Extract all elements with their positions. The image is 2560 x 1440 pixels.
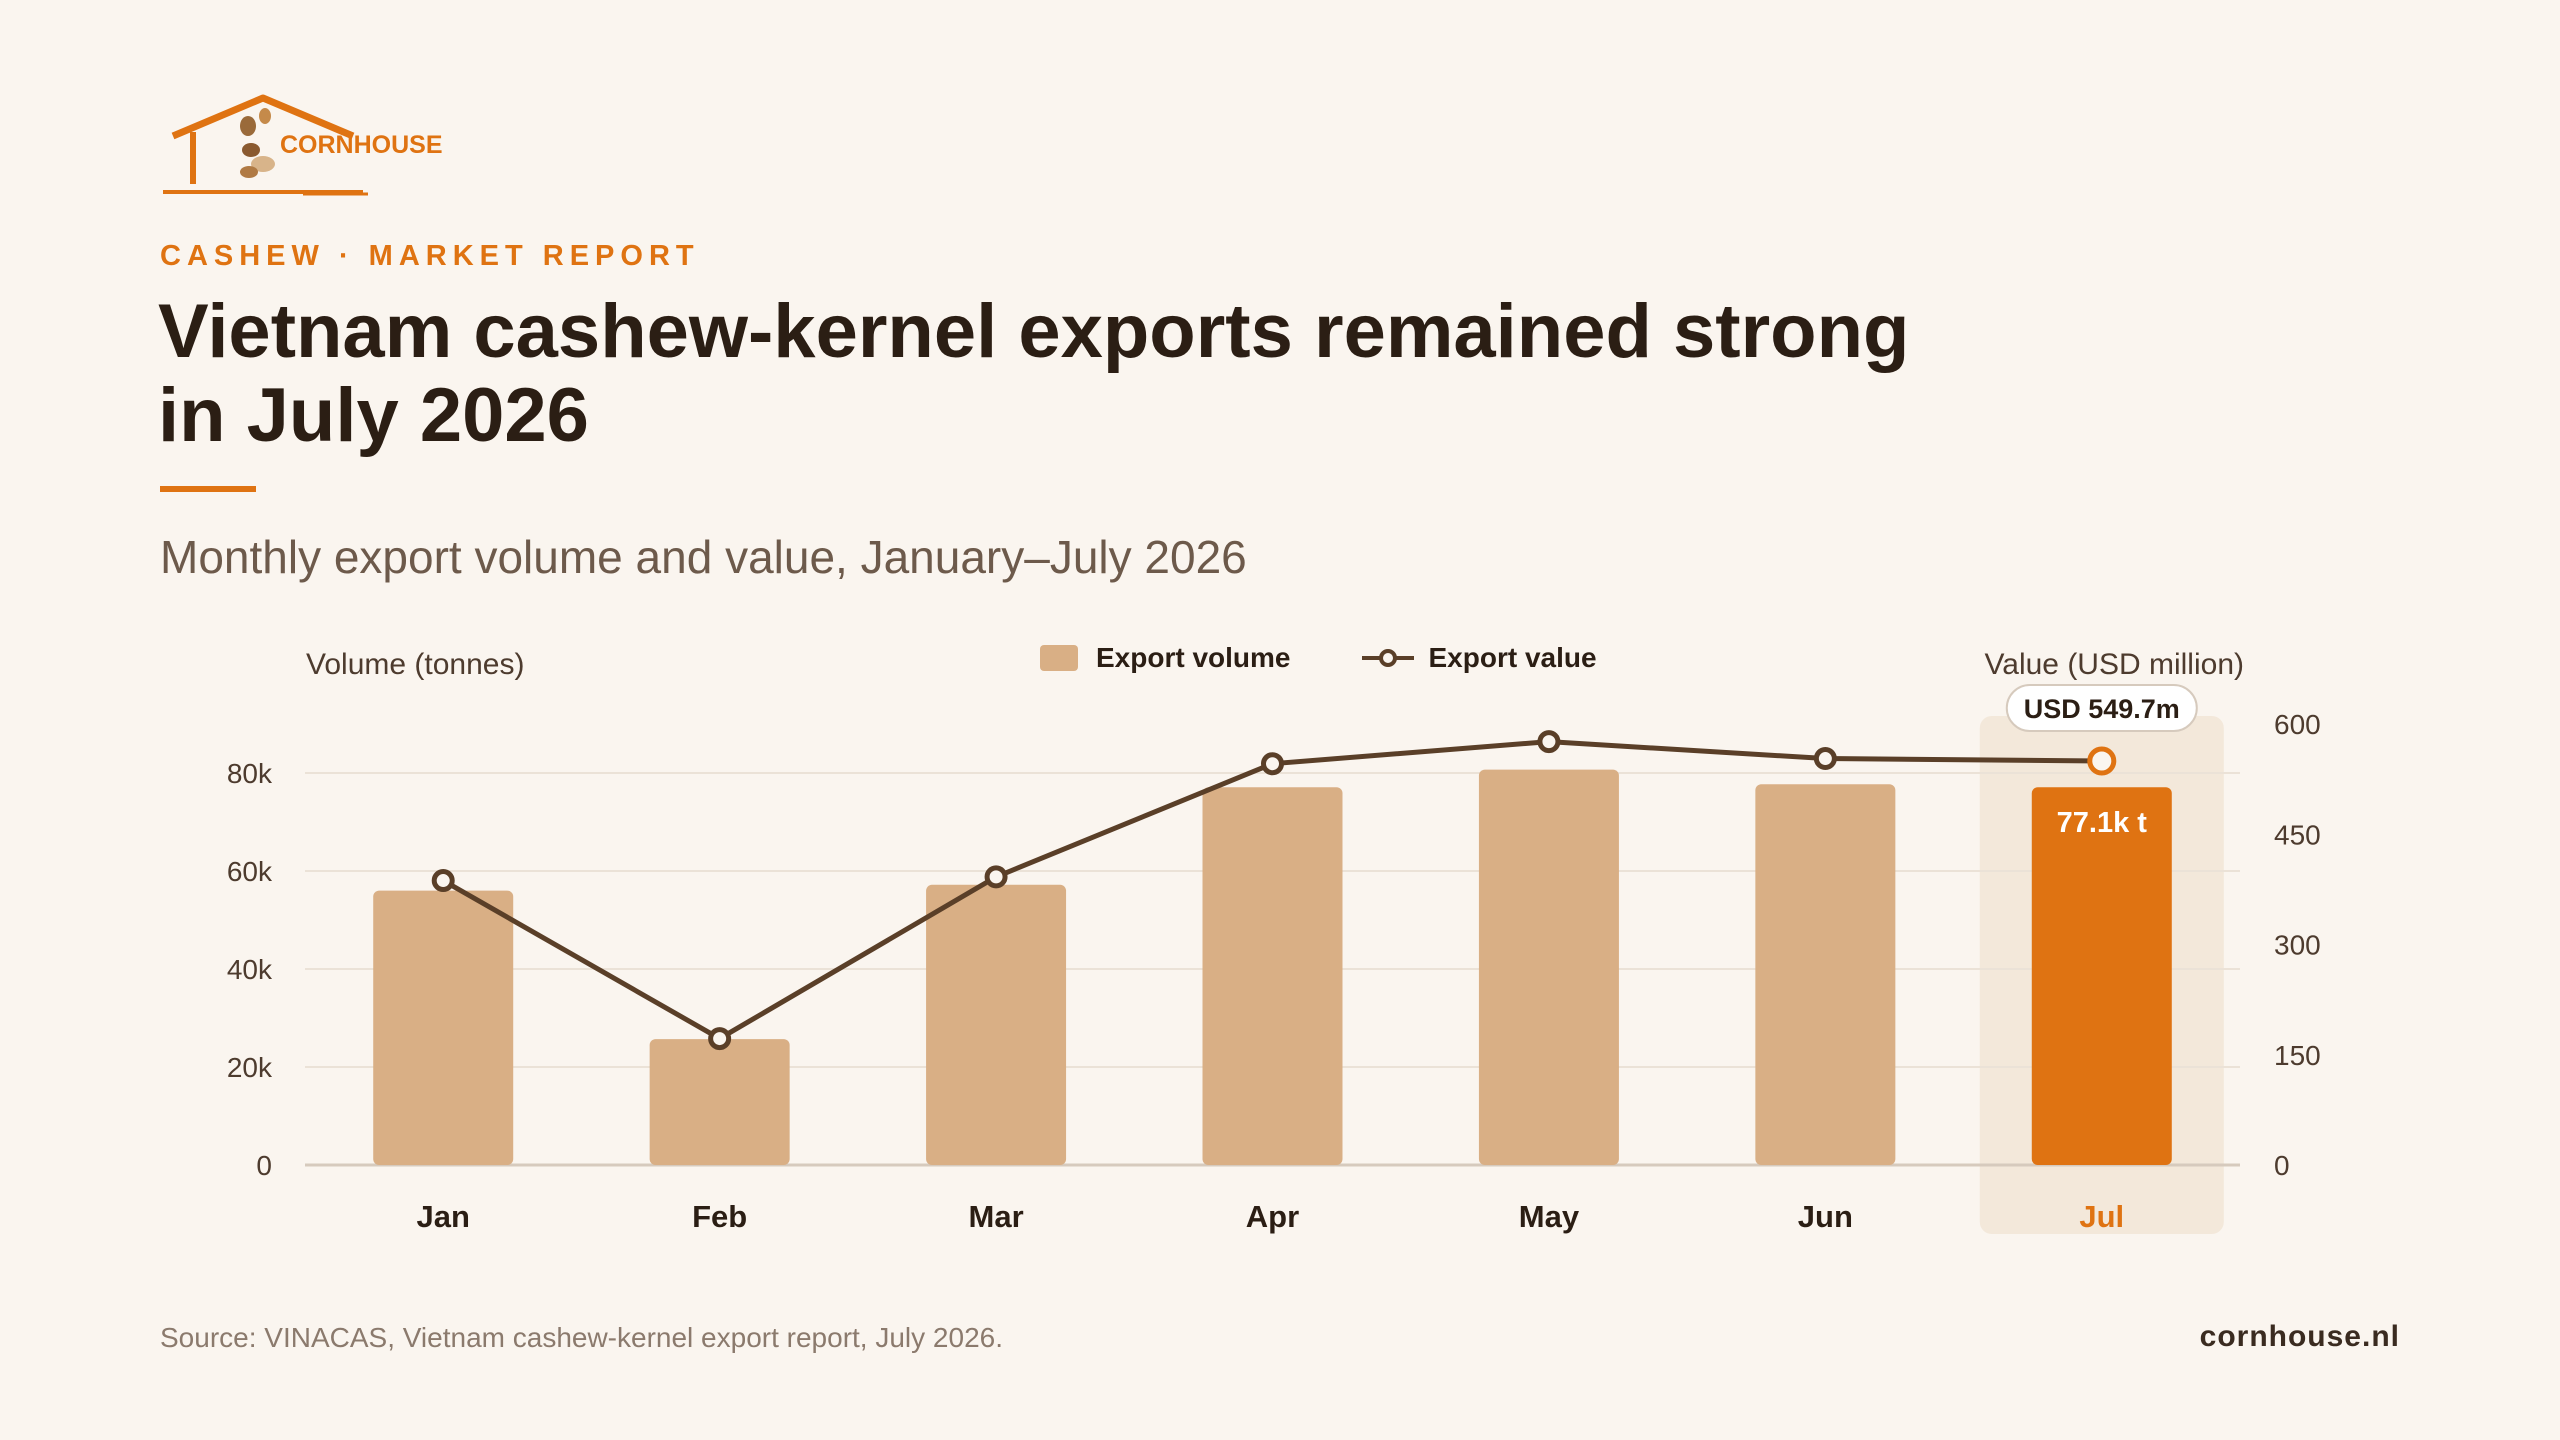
legend-bar-swatch [1040, 645, 1078, 671]
value-point-jul [2087, 746, 2117, 776]
bar-jun [1755, 784, 1896, 1165]
right-tick-label: 450 [2274, 819, 2321, 850]
value-point-jun [1813, 747, 1837, 771]
left-tick-label: 40k [227, 954, 273, 985]
category-label: Jun [1798, 1199, 1853, 1234]
logo-wordmark: CORNHOUSE [280, 131, 443, 159]
right-axis-title: Value (USD million) [1984, 648, 2244, 681]
value-callout-label: USD 549.7m [2024, 694, 2180, 724]
right-tick-label: 150 [2274, 1040, 2321, 1071]
value-point-jan [431, 869, 455, 893]
right-tick-label: 300 [2274, 930, 2321, 961]
value-point-mar [984, 865, 1008, 889]
source-note: Source: VINACAS, Vietnam cashew-kernel e… [160, 1322, 1003, 1353]
website-link[interactable]: cornhouse.nl [2199, 1320, 2400, 1353]
category-label: Apr [1246, 1199, 1299, 1234]
bar-feb [649, 1039, 790, 1165]
legend-label-volume: Export volume [1096, 642, 1291, 673]
bar-may [1478, 769, 1619, 1165]
left-tick-label: 0 [256, 1150, 272, 1181]
category-label: Feb [692, 1199, 747, 1234]
chart-subtitle: Monthly export volume and value, January… [160, 531, 1247, 583]
report-category: CASHEW · MARKET REPORT [160, 240, 700, 272]
category-label: Mar [969, 1199, 1024, 1234]
left-tick-label: 20k [227, 1052, 273, 1083]
value-callout-pill [2005, 684, 2198, 732]
value-point-may [1537, 730, 1561, 754]
category-label: May [1519, 1199, 1580, 1234]
right-tick-label: 600 [2274, 709, 2321, 740]
left-tick-label: 80k [227, 758, 273, 789]
right-tick-label: 0 [2274, 1150, 2290, 1181]
cornhouse-logo: CORNHOUSE [163, 94, 443, 196]
bar-data-label: 77.1k t [2057, 807, 2148, 839]
bar-apr [1202, 787, 1343, 1165]
bar-jul [2031, 787, 2172, 1165]
left-axis-title: Volume (tonnes) [306, 648, 525, 681]
bar-jan [373, 890, 514, 1165]
chart-legend: Export volume Export value [1040, 642, 1669, 674]
legend-item-value: Export value [1362, 642, 1597, 674]
legend-line-swatch [1362, 649, 1415, 667]
value-point-feb [708, 1027, 732, 1051]
value-point-apr [1261, 752, 1284, 776]
page-title: Vietnam cashew-kernel exports remained s… [158, 290, 2158, 458]
category-label: Jan [417, 1199, 470, 1234]
page-title-line-1: Vietnam cashew-kernel exports remained s… [158, 289, 1910, 374]
legend-label-value: Export value [1428, 642, 1597, 673]
category-label: Jul [2079, 1199, 2124, 1234]
legend-item-volume: Export volume [1040, 642, 1290, 674]
left-tick-label: 60k [227, 856, 273, 887]
title-accent-rule [160, 486, 256, 492]
bar-mar [926, 884, 1067, 1165]
page-title-line-2: in July 2026 [158, 373, 589, 458]
